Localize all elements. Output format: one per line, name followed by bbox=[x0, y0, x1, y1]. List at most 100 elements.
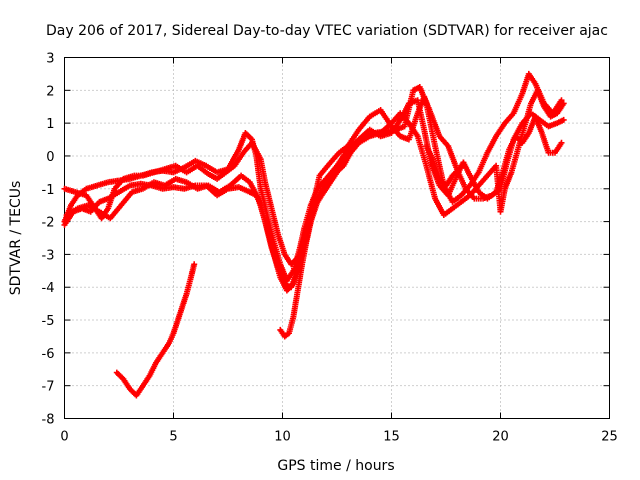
y-tick-label: 3 bbox=[46, 52, 54, 67]
data-point-markers bbox=[133, 384, 145, 399]
data-point-markers bbox=[246, 179, 261, 200]
plot-frame bbox=[64, 57, 610, 419]
data-point-markers bbox=[183, 163, 199, 176]
data-point-markers bbox=[146, 361, 159, 379]
data-point-markers bbox=[205, 182, 221, 194]
data-point-markers bbox=[120, 376, 132, 391]
data-point-markers bbox=[493, 121, 507, 140]
data-point-markers bbox=[449, 200, 463, 212]
data-point-markers bbox=[166, 332, 176, 346]
data-point-markers bbox=[214, 170, 228, 182]
data-point-markers bbox=[96, 208, 112, 221]
y-tick-label: -3 bbox=[42, 248, 55, 263]
y-tick-label: 2 bbox=[46, 84, 54, 99]
data-point-markers bbox=[388, 123, 402, 138]
data-point-markers bbox=[187, 261, 198, 281]
data-point-markers bbox=[235, 184, 251, 195]
series-track-2 bbox=[61, 70, 565, 294]
y-tick-label: 1 bbox=[46, 117, 54, 132]
y-tick-label: 0 bbox=[46, 150, 54, 165]
data-point-markers bbox=[427, 110, 442, 138]
y-tick-label: -4 bbox=[42, 281, 55, 296]
data-point-markers bbox=[475, 151, 490, 176]
data-point-markers bbox=[521, 102, 534, 130]
data-point-markers bbox=[484, 135, 499, 156]
data-point-markers bbox=[268, 205, 281, 236]
data-point-markers bbox=[458, 193, 472, 205]
data-point-markers bbox=[440, 206, 454, 218]
data-point-markers bbox=[519, 131, 531, 146]
data-point-markers bbox=[377, 121, 393, 136]
data-point-markers bbox=[107, 203, 123, 222]
data-point-markers bbox=[460, 159, 472, 177]
data-point-markers bbox=[255, 195, 268, 223]
data-point-markers bbox=[405, 120, 420, 138]
data-point-markers bbox=[554, 116, 567, 127]
data-point-markers bbox=[538, 130, 551, 154]
data-point-markers bbox=[484, 190, 498, 202]
data-point-markers bbox=[445, 143, 460, 171]
data-point-markers bbox=[194, 162, 210, 176]
data-point-markers bbox=[499, 148, 512, 176]
data-point-markers bbox=[161, 177, 177, 189]
data-point-markers bbox=[183, 179, 199, 191]
data-point-markers bbox=[170, 318, 181, 337]
data-point-markers bbox=[541, 103, 553, 118]
data-point-markers bbox=[85, 202, 101, 214]
data-point-markers bbox=[443, 174, 455, 189]
data-point-markers bbox=[501, 111, 516, 127]
data-point-markers bbox=[174, 305, 185, 323]
axis-ticks bbox=[64, 57, 610, 419]
data-point-markers bbox=[510, 92, 525, 117]
data-point-markers bbox=[262, 179, 275, 210]
data-point-markers bbox=[262, 218, 275, 249]
data-point-markers bbox=[294, 263, 305, 294]
data-point-markers bbox=[329, 164, 342, 179]
data-point-markers bbox=[83, 192, 95, 207]
data-point-markers bbox=[288, 256, 300, 268]
x-tick-label: 10 bbox=[274, 430, 291, 445]
data-point-markers bbox=[264, 212, 277, 243]
x-tick-label: 20 bbox=[492, 430, 509, 445]
data-point-markers bbox=[205, 171, 219, 181]
data-point-markers bbox=[355, 115, 372, 133]
x-tick-label: 0 bbox=[60, 430, 68, 445]
data-point-markers bbox=[242, 130, 254, 142]
data-point-markers bbox=[238, 172, 252, 184]
data-point-markers bbox=[290, 289, 301, 320]
chart-title: Day 206 of 2017, Sidereal Day-to-day VTE… bbox=[46, 23, 608, 39]
data-point-markers bbox=[429, 156, 442, 180]
y-tick-label: -5 bbox=[42, 314, 55, 329]
data-point-markers bbox=[159, 341, 171, 356]
data-point-markers bbox=[414, 133, 429, 167]
data-point-markers bbox=[449, 167, 461, 179]
data-point-markers bbox=[519, 72, 532, 97]
data-point-markers bbox=[118, 190, 134, 209]
data-point-markers bbox=[552, 139, 565, 156]
data-point-markers bbox=[140, 180, 156, 192]
data-point-markers bbox=[179, 292, 189, 310]
data-point-markers bbox=[344, 141, 361, 159]
data-point-markers bbox=[153, 351, 165, 366]
x-tick-label: 5 bbox=[169, 430, 177, 445]
data-point-markers bbox=[436, 133, 450, 148]
data-point-markers bbox=[283, 269, 296, 284]
data-point-markers bbox=[140, 374, 152, 389]
y-axis-label: SDTVAR / TECUs bbox=[8, 181, 24, 296]
data-point-markers bbox=[268, 244, 281, 269]
y-tick-label: -7 bbox=[42, 380, 55, 395]
data-point-markers bbox=[231, 151, 246, 169]
data-point-markers bbox=[355, 134, 371, 146]
data-point-markers bbox=[203, 162, 219, 175]
data-point-markers bbox=[222, 164, 236, 176]
data-point-markers bbox=[554, 100, 567, 117]
data-point-markers bbox=[111, 177, 125, 192]
data-point-markers bbox=[281, 331, 291, 340]
data-point-markers bbox=[410, 84, 422, 94]
series-track-5 bbox=[113, 261, 198, 399]
series-track-3 bbox=[61, 93, 567, 268]
series-track-6 bbox=[277, 153, 347, 340]
data-point-markers bbox=[475, 174, 489, 189]
data-point-markers bbox=[299, 240, 310, 268]
data-point-markers bbox=[475, 189, 489, 201]
